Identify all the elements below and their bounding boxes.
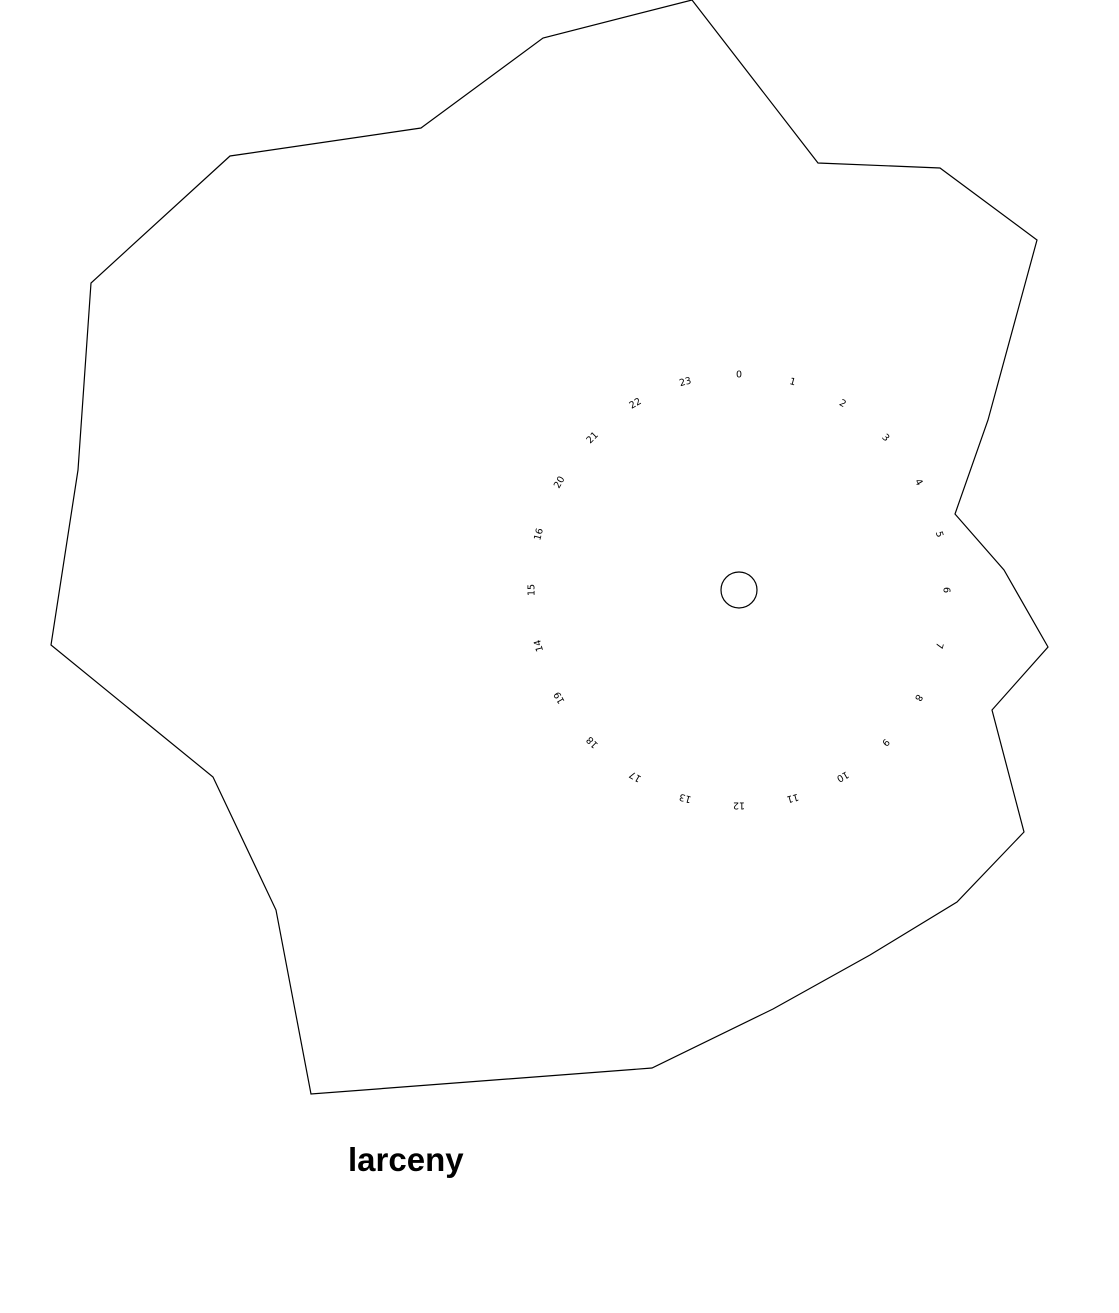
chart-title: larceny <box>348 1141 464 1178</box>
hour-label-4: 4 <box>912 477 925 488</box>
hour-label-14: 14 <box>532 638 546 653</box>
hour-label-10: 10 <box>835 768 851 784</box>
hour-label-1: 1 <box>788 376 797 388</box>
hour-label-0: 0 <box>736 370 742 381</box>
hour-label-5: 5 <box>933 530 945 539</box>
hour-label-11: 11 <box>785 791 800 805</box>
hour-label-18: 18 <box>584 734 600 750</box>
hour-label-15: 15 <box>527 584 538 596</box>
hour-label-23: 23 <box>678 375 693 389</box>
hour-label-16: 16 <box>532 527 546 542</box>
hour-label-7: 7 <box>933 641 945 650</box>
hour-label-12: 12 <box>733 800 745 811</box>
hour-label-21: 21 <box>584 430 600 446</box>
hour-label-2: 2 <box>837 398 848 411</box>
radial-outline-polygon <box>50 0 1049 1095</box>
hour-label-3: 3 <box>879 432 891 444</box>
center-hub-circle <box>720 571 758 609</box>
hour-label-8: 8 <box>912 692 925 703</box>
hour-label-17: 17 <box>628 768 644 784</box>
hour-label-19: 19 <box>552 690 568 706</box>
hour-label-6: 6 <box>941 587 952 593</box>
hour-label-9: 9 <box>879 736 891 748</box>
hour-label-20: 20 <box>552 475 568 491</box>
hour-label-13: 13 <box>678 791 693 805</box>
hour-label-22: 22 <box>628 396 644 412</box>
